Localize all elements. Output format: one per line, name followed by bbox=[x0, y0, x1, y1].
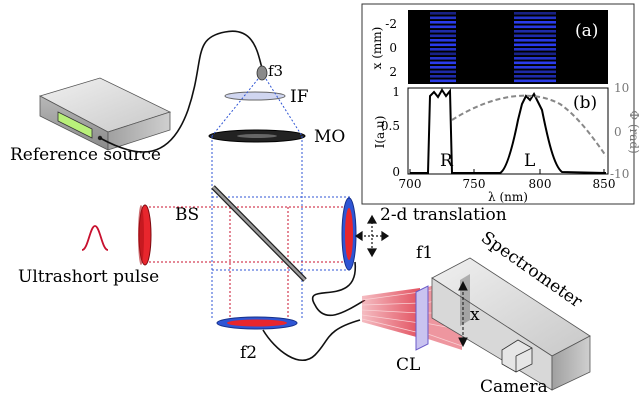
fringe-line bbox=[430, 43, 456, 47]
fringe-line bbox=[514, 12, 556, 15]
b-ylabel-left: I(a.u) bbox=[373, 116, 387, 149]
fringe-line bbox=[514, 16, 556, 20]
fringe-line bbox=[430, 61, 456, 65]
fringe-line bbox=[514, 48, 556, 51]
if-label: IF bbox=[290, 87, 309, 107]
fringe-line bbox=[430, 52, 456, 56]
fringe-line bbox=[514, 61, 556, 65]
translation-arrows-icon bbox=[354, 214, 390, 258]
fringe-line bbox=[430, 70, 456, 74]
b-ytick-left-3: 0 bbox=[392, 165, 400, 179]
fringe-line bbox=[514, 34, 556, 38]
xtick-2: 750 bbox=[463, 177, 486, 191]
spectrometer-box bbox=[431, 257, 591, 391]
x-label: x bbox=[470, 305, 480, 325]
a-ylabel: x (mm) bbox=[370, 27, 384, 70]
cylindrical-lens bbox=[415, 285, 429, 351]
cl-label: CL bbox=[396, 355, 420, 375]
camera-label: Camera bbox=[480, 377, 548, 396]
fiber-head-f1 bbox=[341, 197, 357, 271]
input-lens bbox=[138, 204, 152, 266]
fringe-line bbox=[430, 16, 456, 20]
signal-beam bbox=[145, 206, 352, 318]
phase-curve bbox=[451, 94, 607, 157]
f3-label: f3 bbox=[268, 62, 283, 80]
b-ylabel-right: Φ (rad) bbox=[627, 110, 640, 154]
fringe-line bbox=[514, 57, 556, 60]
reference-source-box bbox=[38, 77, 172, 151]
fiber-f3 bbox=[99, 30, 263, 153]
fringe-line bbox=[430, 75, 456, 78]
fiber-head-f2 bbox=[216, 316, 298, 330]
b-ytick-left-1: 1 bbox=[392, 85, 400, 99]
fringe-line bbox=[514, 79, 556, 83]
xlabel: λ (nm) bbox=[488, 190, 528, 204]
fringe-line bbox=[514, 39, 556, 42]
fringe-line bbox=[514, 25, 556, 29]
mo-label: MO bbox=[314, 127, 345, 147]
fringe-line bbox=[514, 66, 556, 69]
b-ytick-right-1: 10 bbox=[614, 81, 629, 95]
fringe-line bbox=[430, 39, 456, 42]
b-ytick-right-2: 0 bbox=[614, 125, 622, 139]
panel-a-tag: (a) bbox=[575, 21, 598, 41]
fringe-line bbox=[430, 21, 456, 24]
f1-label: f1 bbox=[416, 243, 433, 263]
fringe-line bbox=[430, 34, 456, 38]
xtick-4: 850 bbox=[593, 177, 616, 191]
fringe-line bbox=[514, 43, 556, 47]
inset-panel: (a) -2 0 2 x (mm) (b) R L 1 0.5 0 I(a.u)… bbox=[361, 3, 640, 205]
fringe-line bbox=[514, 30, 556, 33]
fringe-line bbox=[514, 70, 556, 74]
fringe-line bbox=[514, 21, 556, 24]
fringe-line bbox=[430, 12, 456, 15]
bs-label: BS bbox=[175, 205, 199, 225]
fiber-f1 bbox=[312, 261, 366, 317]
fiber-tip-f3 bbox=[256, 65, 268, 81]
camera-icon bbox=[501, 339, 533, 373]
reference-source-label: Reference source bbox=[10, 145, 161, 165]
b-ytick-left-2: 0.5 bbox=[381, 119, 400, 133]
fringe-band-l bbox=[514, 12, 556, 83]
f2-label: f2 bbox=[240, 343, 257, 363]
a-ytick-2: 0 bbox=[389, 41, 397, 55]
x-axis-arrow-icon bbox=[458, 280, 468, 348]
panel-b-tag: (b) bbox=[573, 93, 597, 113]
a-ytick-3: 2 bbox=[389, 65, 397, 79]
translation-label: 2-d translation bbox=[380, 205, 507, 225]
interference-filter bbox=[224, 91, 286, 101]
display-panel bbox=[57, 111, 93, 139]
fiber-f2 bbox=[262, 319, 361, 361]
b-ytick-right-3: -10 bbox=[610, 167, 629, 181]
fringe-line bbox=[430, 30, 456, 33]
reference-beam bbox=[211, 78, 352, 318]
fringe-line bbox=[430, 79, 456, 83]
fringe-line bbox=[514, 52, 556, 56]
spectrum-curve bbox=[410, 88, 607, 174]
fringe-band-r bbox=[430, 12, 456, 83]
a-ytick-1: -2 bbox=[385, 17, 397, 31]
peak-label-l: L bbox=[524, 151, 535, 171]
xtick-1: 700 bbox=[399, 177, 422, 191]
fringe-line bbox=[430, 57, 456, 60]
fringe-line bbox=[430, 48, 456, 51]
fringe-line bbox=[430, 25, 456, 29]
pulse-shape-icon bbox=[81, 225, 109, 251]
peak-label-r: R bbox=[440, 151, 454, 171]
xtick-3: 800 bbox=[529, 177, 552, 191]
ultrashort-pulse-label: Ultrashort pulse bbox=[18, 267, 159, 287]
fringe-line bbox=[514, 75, 556, 78]
fringe-line bbox=[430, 66, 456, 69]
